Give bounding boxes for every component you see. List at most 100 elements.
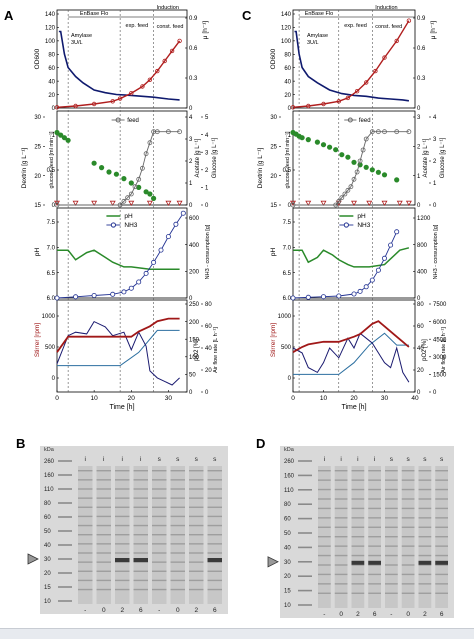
point-nh3 <box>363 284 369 290</box>
point-od <box>129 90 134 96</box>
point-od <box>54 105 60 110</box>
legend-nh3-marker <box>343 222 349 228</box>
gel-marker-label: 160 <box>284 473 295 479</box>
gel-lane-band <box>115 470 130 472</box>
gel-lane-band <box>96 579 111 582</box>
gel-lane-band <box>115 497 130 499</box>
gel-lane-band <box>351 573 365 576</box>
gel-lane-band <box>334 583 348 585</box>
series-airflow-line <box>293 332 409 375</box>
panel-letter-d: D <box>256 436 265 451</box>
gel-lane-band <box>207 479 222 481</box>
gel-lane-band <box>189 588 204 591</box>
point-glucose_feed <box>354 169 360 175</box>
point-acetate <box>136 184 142 190</box>
po2-axis-tick-label: 150 <box>189 337 200 343</box>
gel-lane-top-label: i <box>357 456 358 463</box>
gel-lane-band <box>435 573 448 576</box>
gel-lane-band <box>189 579 204 582</box>
gel-lane-band <box>418 573 432 576</box>
series-airflow-line <box>57 329 180 367</box>
gel-lane-bottom-label: 6 <box>440 611 444 618</box>
point-glucose_feed <box>348 184 354 190</box>
gel-lane-band <box>152 579 167 582</box>
point-nh3 <box>381 255 387 261</box>
point-nh3 <box>180 210 186 216</box>
gel-marker-band <box>58 502 72 504</box>
gel-lane-band <box>152 552 167 554</box>
glucose-axis-title: Glucose [g L⁻¹] <box>212 137 218 178</box>
gel-lane-band <box>133 561 148 563</box>
gel-lane-band <box>133 588 148 591</box>
gel-lane-band <box>207 561 222 563</box>
dextrin-axis-tick-label: 15 <box>34 203 41 209</box>
gel-lane-band <box>170 470 185 472</box>
gel-lane-band <box>207 570 222 572</box>
gel-arrow-icon <box>27 553 39 565</box>
mu-axis-title: μ [h⁻¹] <box>202 21 209 40</box>
point-glucose <box>366 200 373 207</box>
point-acetate <box>143 189 149 195</box>
mu-axis-tick-label: 0.9 <box>417 16 426 22</box>
od-axis-tick-label: 100 <box>281 39 292 45</box>
gel-lane-band <box>334 488 348 491</box>
gel-lane-band <box>351 517 365 519</box>
gel-lane-bottom-label: - <box>390 611 392 618</box>
point-acetate <box>351 159 357 165</box>
dextrin-axis-tick-label: 20 <box>34 174 41 180</box>
gel-lane-top-label: s <box>407 456 411 463</box>
gel-lane-band <box>78 524 93 527</box>
gel-lane-band <box>78 488 93 490</box>
ph-axis-title: pH <box>34 248 41 257</box>
gel-lane-bottom-label: 2 <box>356 611 360 618</box>
gel-marker-label: 40 <box>284 545 291 551</box>
gel-marker-label: 60 <box>44 515 51 521</box>
gel-lane-band <box>418 564 432 566</box>
nh3-axis-tick-label: 0 <box>417 296 421 302</box>
gel-lane-band <box>115 534 130 536</box>
po2-axis-tick-label: 250 <box>189 302 200 308</box>
point-nh3 <box>369 277 375 283</box>
time-axis-tick-label: 0 <box>55 395 59 402</box>
point-glucose_feed <box>369 129 375 135</box>
time-axis-title: Time [h] <box>341 404 366 411</box>
od-axis-tick-label: 120 <box>281 26 292 32</box>
point-od <box>394 38 399 44</box>
gel-lane-band <box>368 554 381 557</box>
gel-lane-band <box>189 552 204 554</box>
point-glucose_feed <box>363 136 369 142</box>
phase-label-batch: EnBase Flo <box>80 11 108 17</box>
gel-lane-band <box>96 534 111 536</box>
gel-lane-band <box>152 561 167 563</box>
airflow-axis-tick-label: 40 <box>205 346 212 352</box>
gel-lane-band <box>368 536 381 538</box>
gel-lane-band <box>351 592 365 594</box>
gel-lane-band <box>334 507 348 510</box>
gel-lane-band <box>368 507 381 510</box>
gel-marker-label: 80 <box>284 502 291 508</box>
point-od <box>306 103 311 109</box>
point-dextrin <box>299 135 305 141</box>
gel-lane-band <box>385 470 398 472</box>
nh3-axis-tick-label: 400 <box>417 270 428 276</box>
gel-lane-band <box>385 545 398 547</box>
mu-axis-title: μ [h⁻¹] <box>430 21 437 40</box>
time-axis-tick-label: 30 <box>165 395 173 402</box>
gel-lane-bottom-label: 6 <box>139 607 143 614</box>
acetate-axis-tick-label: 1 <box>189 181 193 187</box>
gel-lane-band <box>78 552 93 554</box>
acetate-axis-tick-label: 2 <box>189 159 193 165</box>
gel-marker-band <box>298 561 312 563</box>
series-glucose_feed-line <box>57 131 180 206</box>
gel-arrow-icon <box>267 556 279 568</box>
legend-ph-label: pH <box>357 213 366 220</box>
series-mu-line <box>294 30 410 102</box>
od-axis-tick-label: 0 <box>288 106 292 112</box>
gel-lane-top-label: i <box>324 456 325 463</box>
airflow-axis-title: Air flow rate [L h⁻¹] <box>213 327 219 373</box>
airflow-axis-tick-label: 3000 <box>433 355 447 361</box>
gel-lane-band <box>318 554 331 557</box>
airflow-axis-tick-label: 7500 <box>433 302 447 308</box>
panel-letter-c: C <box>242 8 252 23</box>
gel-lane-band <box>189 506 204 508</box>
